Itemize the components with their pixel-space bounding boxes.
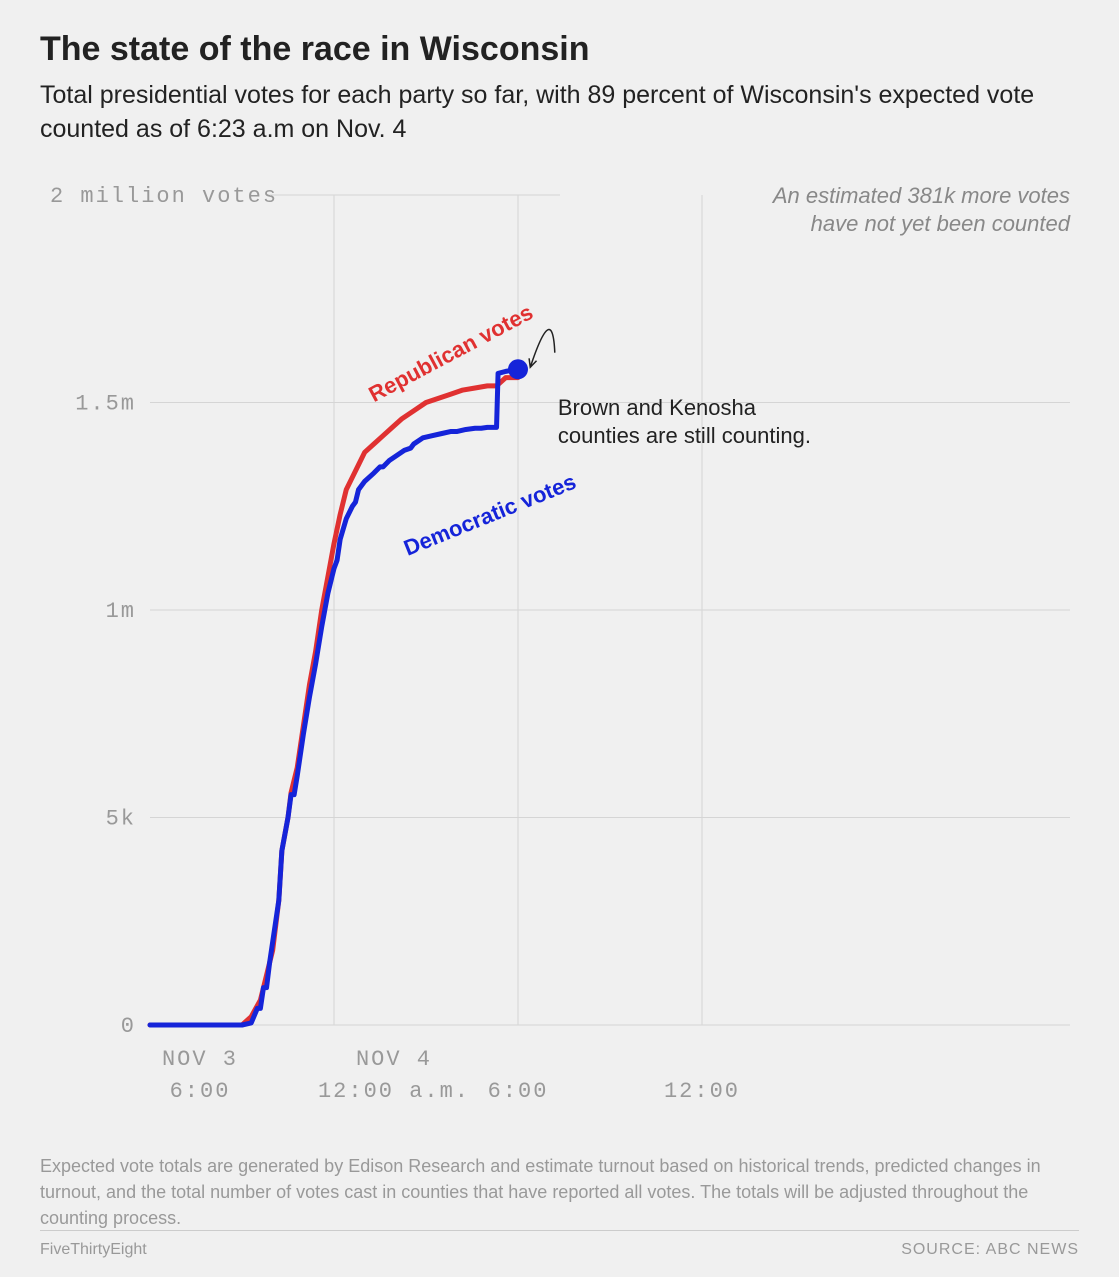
y-tick-label: 1m <box>106 599 136 624</box>
chart-title: The state of the race in Wisconsin <box>40 30 1079 69</box>
annotation-callout: counties are still counting. <box>558 422 811 447</box>
x-tick-label: 6:00 <box>170 1079 231 1104</box>
chart-subtitle: Total presidential votes for each party … <box>40 79 1079 147</box>
chart-footnote: Expected vote totals are generated by Ed… <box>40 1153 1079 1231</box>
rep-label: Republican votes <box>364 299 537 407</box>
annotation-top: have not yet been counted <box>811 211 1071 236</box>
x-tick-label: 12:00 <box>664 1079 740 1104</box>
callout-arrow <box>530 329 555 367</box>
y-tick-label: 0 <box>121 1014 136 1039</box>
annotation-top: An estimated 381k more votes <box>771 183 1070 208</box>
chart-area: 1.5m 1m 5k 0 2 million votes NOV 3 6:00 NOV 4 12… <box>40 175 1079 1135</box>
x-tick-label: NOV 3 <box>162 1047 238 1072</box>
footer-source: SOURCE: ABC NEWS <box>901 1241 1079 1259</box>
x-tick-label: 6:00 <box>488 1079 549 1104</box>
y-tick-label: 1.5m <box>75 391 136 416</box>
annotation-callout: Brown and Kenosha <box>558 394 757 419</box>
y-top-label: 2 million votes <box>50 184 278 209</box>
footer-brand: FiveThirtyEight <box>40 1241 147 1259</box>
x-tick-label: 12:00 a.m. <box>318 1079 470 1104</box>
x-tick-label: NOV 4 <box>356 1047 432 1072</box>
y-tick-label: 5k <box>106 806 136 831</box>
chart-footer: FiveThirtyEight SOURCE: ABC NEWS <box>40 1230 1079 1259</box>
line-chart: 1.5m 1m 5k 0 2 million votes NOV 3 6:00 NOV 4 12… <box>40 175 1079 1135</box>
dem-label: Democratic votes <box>400 468 579 560</box>
dem-end-dot <box>508 359 528 379</box>
